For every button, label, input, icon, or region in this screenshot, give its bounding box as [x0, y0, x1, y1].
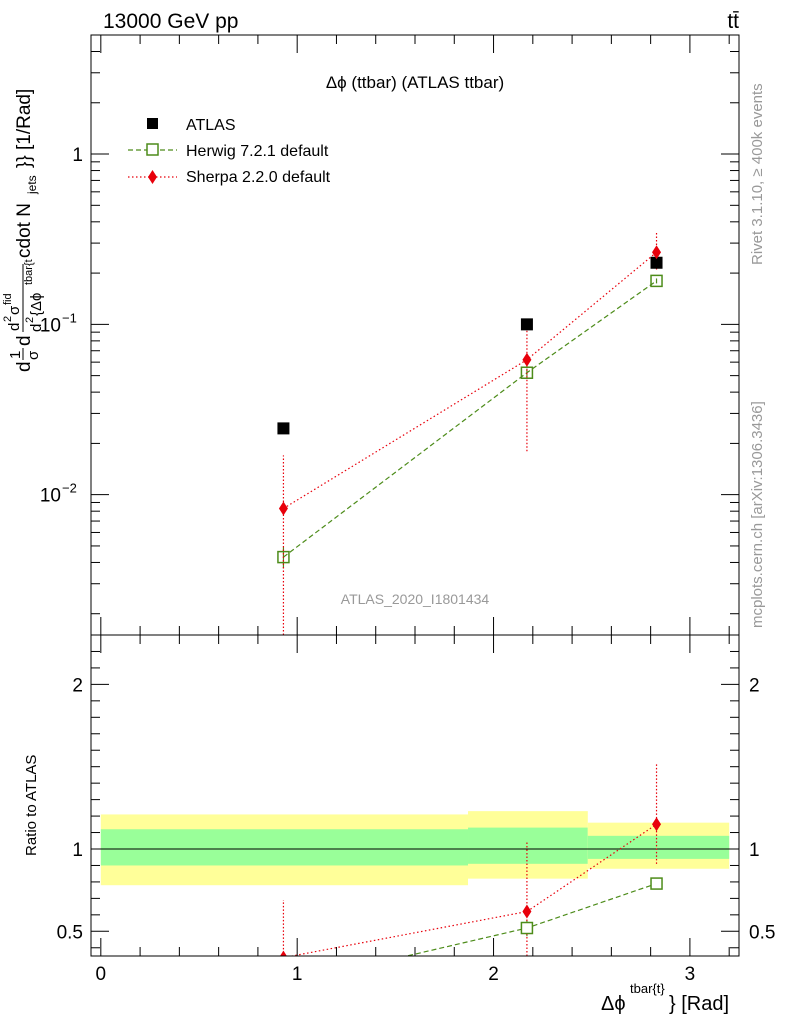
xlabel-tail: } [Rad]	[669, 993, 729, 1015]
ylabel-tail-end: }} [1/Rad]	[14, 89, 35, 168]
legend-entry-sherpa: Sherpa 2.2.0 default	[128, 169, 331, 186]
ylabel-num-d: d	[6, 323, 23, 331]
ratio-y-tick-label: 2	[72, 675, 83, 696]
ylabel-tail: cdot N	[14, 203, 35, 258]
y-tick-exponent: −1	[62, 310, 77, 325]
header-process-label: tt̄	[727, 10, 739, 33]
point-atlas	[277, 422, 290, 435]
legend-marker-sherpa	[148, 170, 157, 184]
x-tick-label: 3	[685, 964, 696, 985]
ylabel-frac-1: 1	[7, 351, 24, 359]
x-tick-label: 2	[488, 964, 499, 985]
y-tick-label: 1	[72, 145, 83, 166]
legend-marker-atlas	[147, 118, 158, 129]
legend-entry-atlas: ATLAS	[147, 117, 236, 134]
ylabel-den-brace: {Δϕ	[28, 293, 45, 316]
y-tick-exponent: −2	[62, 481, 77, 496]
ratio-point-herwig	[278, 979, 289, 990]
y-tick-label: 10	[40, 315, 61, 336]
legend-label-herwig: Herwig 7.2.1 default	[186, 143, 329, 160]
header-energy-label: 13000 GeV pp	[103, 10, 238, 33]
ratio-y-tick-label-right: 2	[749, 675, 760, 696]
ratio-y-tick-label: 1	[72, 840, 83, 861]
main-panel: 10 −210 −11	[40, 34, 740, 636]
mcplots-reference-label: mcplots.cern.ch [arXiv:1306.3436]	[749, 401, 766, 628]
ylabel-den-d: d	[28, 324, 45, 332]
xlabel-sup: tbar{t}	[630, 981, 665, 996]
ratio-line-herwig	[404, 883, 657, 956]
ratio-point-herwig	[520, 921, 534, 935]
ratio-point-sherpa	[652, 817, 662, 832]
xlabel-main: Δϕ	[601, 993, 626, 1015]
chart-title: Δϕ (ttbar) (ATLAS ttbar)	[326, 73, 504, 92]
line-sherpa	[283, 251, 657, 509]
ratio-inner-band	[587, 835, 730, 859]
ratio-inner-band	[100, 829, 469, 866]
ratio-point-sherpa	[522, 904, 532, 919]
ylabel-den-sup: 2	[24, 317, 36, 323]
x-axis-label: Δϕ tbar{t} } [Rad]	[601, 981, 729, 1015]
legend-label-sherpa: Sherpa 2.2.0 default	[186, 169, 331, 186]
ylabel-frac-sigma: σ	[25, 350, 42, 360]
ylabel-num-fid: fid	[2, 293, 14, 305]
ylabel-num-sup: 2	[2, 316, 14, 322]
point-sherpa	[652, 245, 662, 260]
ratio-frame	[90, 634, 740, 957]
point-atlas	[520, 318, 533, 331]
ylabel-den-sup2: tbar{t	[23, 259, 35, 285]
legend-marker-herwig	[146, 143, 159, 156]
x-tick-label: 1	[292, 964, 303, 985]
ylabel-lead: d	[14, 361, 35, 372]
legend: ATLAS Herwig 7.2.1 default Sherpa 2.2.0 …	[128, 117, 331, 186]
ylabel-tail-sub: jets	[25, 175, 39, 195]
ratio-y-tick-label: 0.5	[57, 922, 83, 943]
point-sherpa	[278, 501, 288, 516]
ratio-y-axis-label: Ratio to ATLAS	[23, 755, 40, 856]
point-herwig	[650, 274, 663, 288]
point-atlas	[650, 256, 663, 269]
ratio-y-tick-label-right: 1	[749, 840, 760, 861]
svg-text:d: d	[14, 361, 35, 372]
ylabel-num-sigma: σ	[6, 305, 23, 315]
y-axis-label: d 1 σ d d 2 σ fid d 2 {Δϕ tbar{t cdot N …	[2, 89, 45, 372]
ratio-point-herwig	[650, 877, 663, 890]
ratio-inner-band	[468, 827, 588, 864]
y-tick-label: 10	[40, 486, 61, 507]
analysis-watermark: ATLAS_2020_I1801434	[341, 591, 490, 607]
ratio-point-sherpa	[279, 950, 287, 956]
point-sherpa	[522, 352, 532, 367]
line-herwig	[283, 280, 657, 558]
x-tick-label: 0	[96, 964, 107, 985]
legend-entry-herwig: Herwig 7.2.1 default	[128, 143, 329, 160]
point-herwig	[277, 550, 290, 564]
point-herwig	[520, 366, 534, 379]
rivet-version-label: Rivet 3.1.10, ≥ 400k events	[749, 83, 766, 265]
ratio-panel: 0.5 0.5 1 1 2 2 0 1 2 3	[57, 634, 775, 990]
ratio-y-tick-label-right: 0.5	[749, 922, 775, 943]
legend-label-atlas: ATLAS	[186, 117, 236, 134]
ylabel-d: d	[14, 335, 35, 346]
